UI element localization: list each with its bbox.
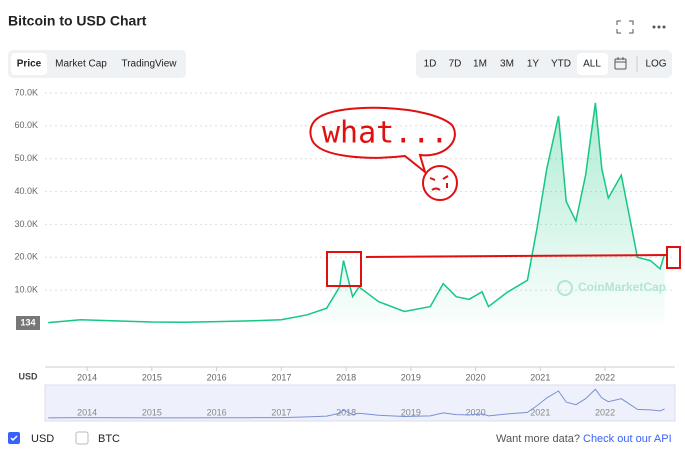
range-button[interactable]: 1M [473,59,487,70]
more-icon[interactable] [652,25,666,29]
start-label: 134 [20,317,35,327]
annotation-text: what... [322,116,448,151]
start-label-bg [16,316,40,330]
range-button[interactable]: LOG [645,59,666,70]
speech-bubble [309,106,456,175]
x-tick-label: 2019 [401,372,421,382]
range-button[interactable]: 3M [500,59,514,70]
legend-label[interactable]: USD [31,433,54,445]
footer-link[interactable]: Check out our API [583,433,672,445]
nav-tick-label: 2022 [595,407,615,417]
footer-text: Want more data? [496,433,580,445]
unit-label: USD [18,371,38,381]
x-tick-label: 2015 [142,372,162,382]
x-tick-label: 2014 [77,372,97,382]
y-tick-label: 50.0K [14,153,38,163]
navigator-line [48,388,665,419]
range-button[interactable]: 1Y [527,59,540,70]
highlight-box [326,251,362,287]
nav-tick-label: 2021 [530,407,550,417]
range-button[interactable]: YTD [551,59,571,70]
nav-tick-label: 2018 [336,407,356,417]
nav-tick-label: 2020 [466,407,486,417]
checkbox[interactable] [75,431,89,445]
y-tick-label: 70.0K [14,87,38,97]
y-tick-label: 40.0K [14,186,38,196]
x-tick-label: 2018 [336,372,356,382]
nav-tick-label: 2017 [271,407,291,417]
x-tick-label: 2017 [271,372,291,382]
navigator[interactable] [44,384,676,422]
y-tick-label: 60.0K [14,120,38,130]
nav-tick-label: 2016 [207,407,227,417]
tab[interactable]: Market Cap [55,59,107,70]
y-tick-label: 10.0K [14,285,38,295]
face-features [429,175,449,191]
x-tick-label: 2022 [595,372,615,382]
range-active [577,53,608,75]
y-tick-label: 30.0K [14,219,38,229]
nav-tick-label: 2019 [401,407,421,417]
nav-tick-label: 2015 [142,407,162,417]
tab-active [11,53,47,75]
x-tick-label: 2021 [530,372,550,382]
tab[interactable]: TradingView [121,59,177,70]
highlight-line [365,254,668,258]
title: Bitcoin to USD Chart [8,13,147,29]
y-tick-label: 20.0K [14,252,38,262]
x-tick-label: 2020 [466,372,486,382]
range-button[interactable]: 1D [424,59,437,70]
tab-bar [8,50,186,78]
legend-label[interactable]: BTC [98,433,120,445]
price-line [48,102,666,324]
calendar-icon[interactable] [614,57,627,70]
tab[interactable]: Price [17,59,42,70]
range-button[interactable]: ALL [583,59,601,70]
face [422,165,458,201]
price-area [48,102,665,324]
x-tick-label: 2016 [207,372,227,382]
annotations [309,106,681,287]
nav-tick-label: 2014 [77,407,97,417]
highlight-box [666,246,681,269]
range-button[interactable]: 7D [449,59,462,70]
check-mark [10,435,18,442]
expand-icon[interactable] [616,20,634,34]
